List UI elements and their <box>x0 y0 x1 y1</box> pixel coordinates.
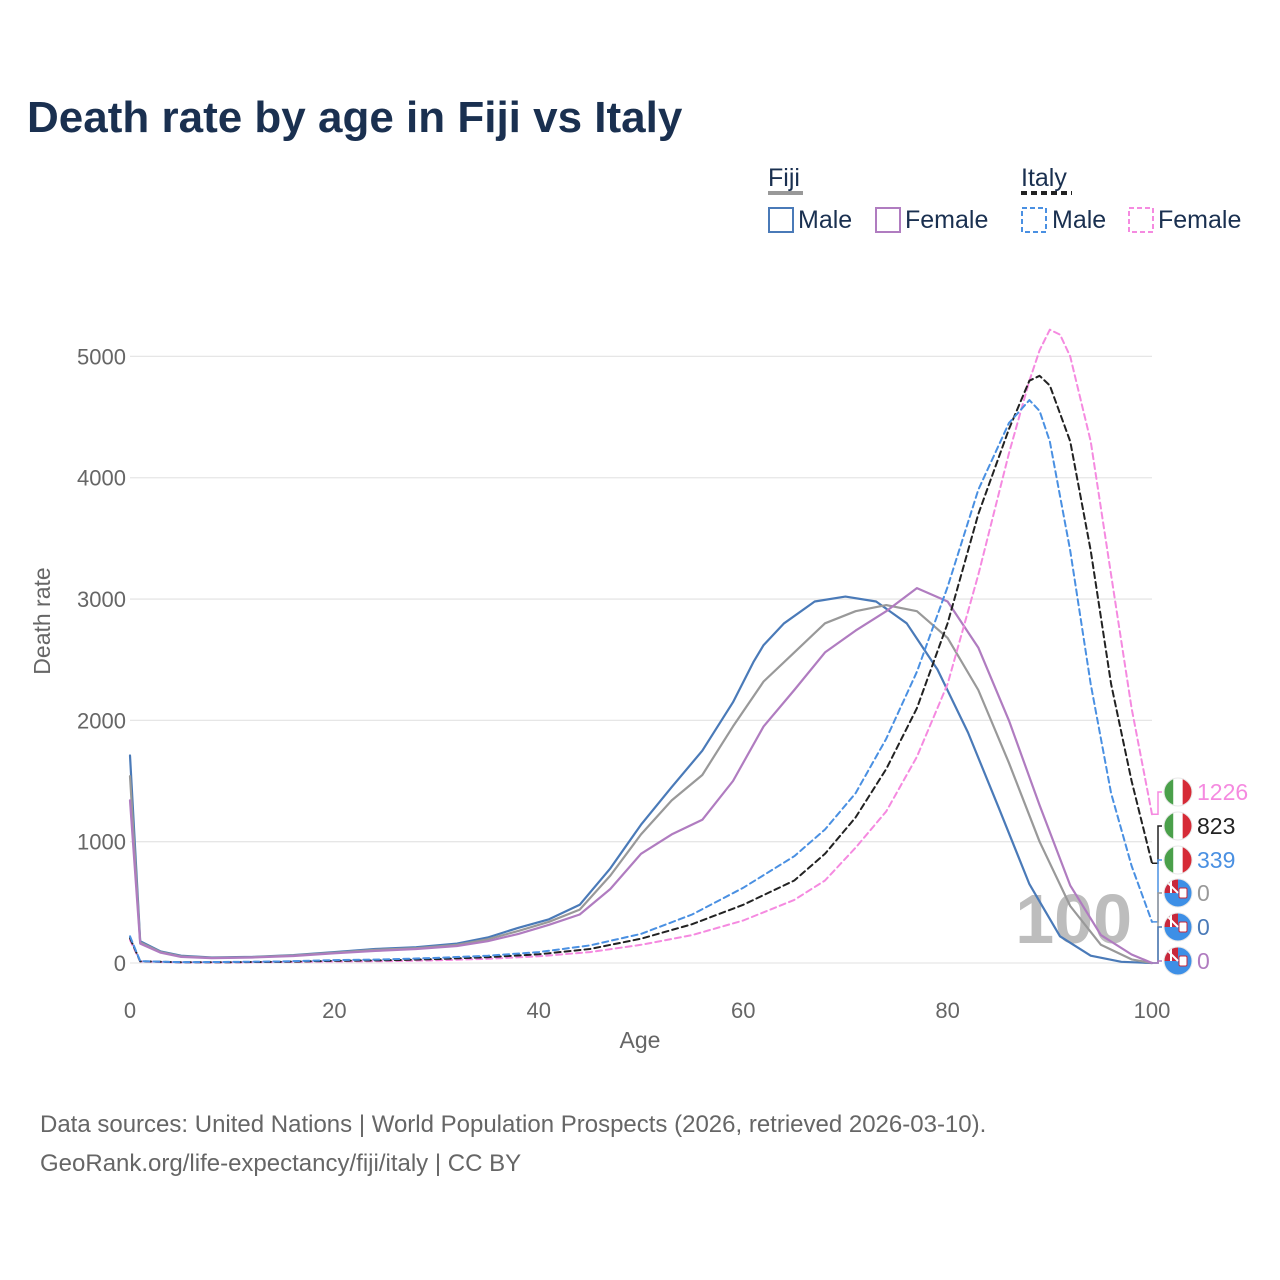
end-label-5-connector <box>1152 960 1162 964</box>
end-label-2-group: 339 <box>1152 845 1235 923</box>
legend-swatch-fiji-male <box>768 207 794 233</box>
x-axis-ticks: 0 20 40 60 80 100 <box>124 998 1170 1023</box>
y-tick-label-5000: 5000 <box>77 344 126 369</box>
legend-swatch-italy-male <box>1021 207 1047 233</box>
end-label-5-value: 0 <box>1197 948 1210 974</box>
legend-group-fiji[interactable]: Fiji Male Female <box>768 164 988 234</box>
source-line-2[interactable]: GeoRank.org/life-expectancy/fiji/italy |… <box>40 1150 521 1177</box>
y-tick-label-3000: 3000 <box>77 587 126 612</box>
end-label-4-connector <box>1152 926 1162 964</box>
legend: Fiji Male Female Italy Male Female <box>768 164 1241 234</box>
legend-label-italy-male: Male <box>1052 206 1106 234</box>
y-tick-label-1000: 1000 <box>77 830 126 855</box>
legend-group-title-italy: Italy <box>1021 164 1067 192</box>
x-tick-label-80: 80 <box>935 998 959 1023</box>
end-label-3-group: 0 <box>1152 878 1210 964</box>
end-label-1-connector <box>1152 825 1162 864</box>
legend-swatch-fiji-female <box>875 207 901 233</box>
end-label-5-group: 0 <box>1152 946 1210 976</box>
italy-flag-icon <box>1163 811 1193 841</box>
series-line-fiji-male[interactable] <box>128 595 1154 965</box>
x-tick-label-100: 100 <box>1134 998 1171 1023</box>
series-line-italy-total[interactable] <box>129 374 1153 964</box>
end-labels: 1226 823 339 0 0 0 <box>1152 777 1248 976</box>
fiji-flag-icon <box>1163 912 1193 942</box>
x-tick-label-20: 20 <box>322 998 346 1023</box>
series-line-italy-male[interactable] <box>129 399 1153 964</box>
end-label-2-value: 339 <box>1197 847 1235 873</box>
x-axis-label: Age <box>620 1027 661 1053</box>
x-tick-label-0: 0 <box>124 998 136 1023</box>
y-axis-label: Death rate <box>29 567 55 674</box>
fiji-flag-icon <box>1163 946 1193 976</box>
fiji-flag-icon <box>1163 878 1193 908</box>
series-lines <box>128 328 1154 965</box>
end-label-4-group: 0 <box>1152 912 1210 964</box>
legend-label-italy-female: Female <box>1158 206 1241 234</box>
legend-group-italy[interactable]: Italy Male Female <box>1021 164 1241 234</box>
end-label-4-value: 0 <box>1197 914 1210 940</box>
end-label-1-value: 823 <box>1197 813 1235 839</box>
legend-swatch-italy-female <box>1128 207 1154 233</box>
series-line-fiji-female[interactable] <box>128 587 1154 965</box>
end-label-0-group: 1226 <box>1152 777 1248 816</box>
legend-group-title-fiji: Fiji <box>768 164 800 192</box>
y-tick-label-4000: 4000 <box>77 466 126 491</box>
x-tick-label-40: 40 <box>527 998 551 1023</box>
series-line-italy-female[interactable] <box>129 328 1153 964</box>
source-line-1: Data sources: United Nations | World Pop… <box>40 1111 986 1138</box>
chart-title: Death rate by age in Fiji vs Italy <box>27 93 683 142</box>
y-tick-label-0: 0 <box>114 951 126 976</box>
italy-flag-icon <box>1163 777 1193 807</box>
end-label-1-group: 823 <box>1152 811 1235 864</box>
legend-label-fiji-female: Female <box>905 206 988 234</box>
end-label-0-connector <box>1152 791 1162 816</box>
end-label-3-value: 0 <box>1197 880 1210 906</box>
end-label-0-value: 1226 <box>1197 779 1248 805</box>
x-tick-label-60: 60 <box>731 998 755 1023</box>
y-axis-ticks: 0 1000 2000 3000 4000 5000 <box>77 344 126 976</box>
series-line-fiji-total[interactable] <box>128 604 1154 965</box>
end-label-2-connector <box>1152 859 1162 923</box>
gridlines <box>130 355 1152 964</box>
italy-flag-icon <box>1163 845 1193 875</box>
y-tick-label-2000: 2000 <box>77 708 126 733</box>
legend-label-fiji-male: Male <box>798 206 852 234</box>
end-label-3-connector <box>1152 892 1162 964</box>
